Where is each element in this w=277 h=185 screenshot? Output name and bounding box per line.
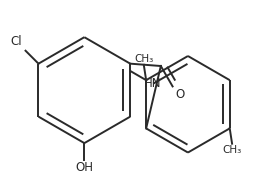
Text: Cl: Cl bbox=[10, 35, 22, 48]
Text: CH₃: CH₃ bbox=[222, 145, 242, 155]
Text: CH₃: CH₃ bbox=[134, 54, 153, 64]
Text: O: O bbox=[175, 88, 184, 101]
Text: OH: OH bbox=[75, 162, 93, 174]
Text: HN: HN bbox=[143, 77, 161, 90]
